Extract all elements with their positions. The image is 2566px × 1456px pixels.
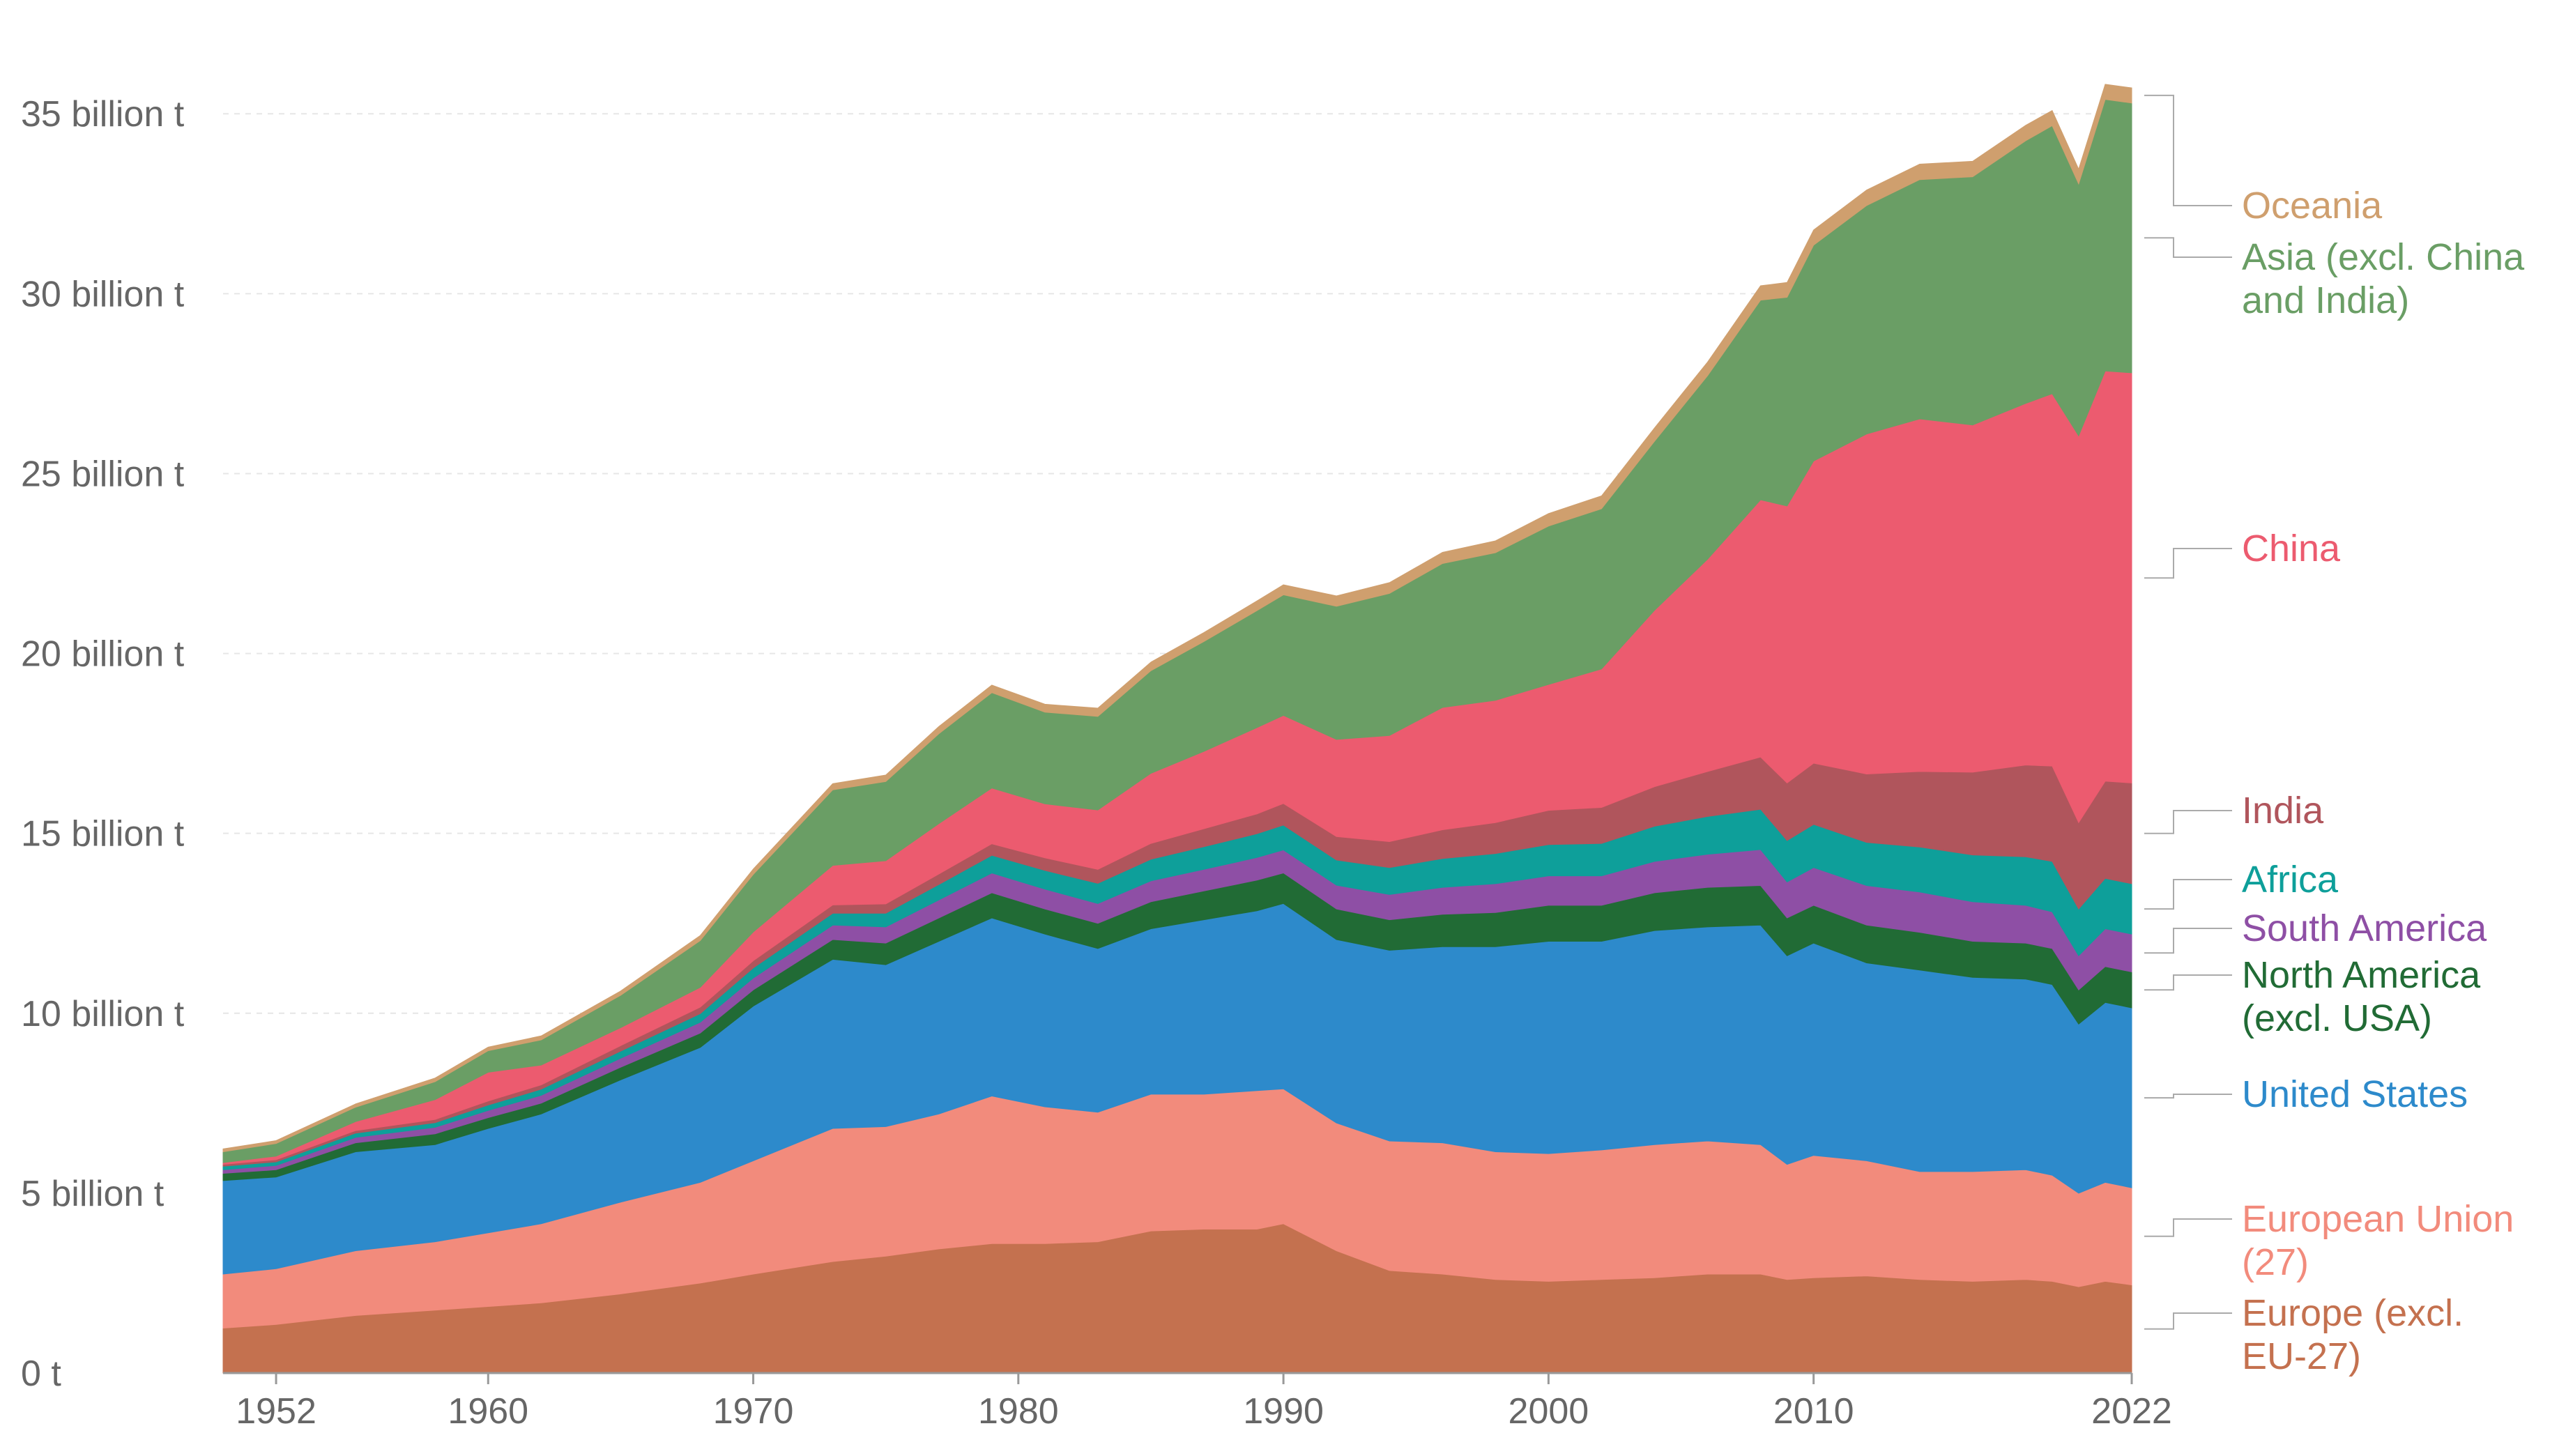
legend-label-line: Asia (excl. China: [2242, 236, 2525, 278]
legend-connector-india: [2144, 810, 2232, 834]
legend-label-united-states[interactable]: United States: [2242, 1073, 2468, 1115]
y-tick-label: 35 billion t: [21, 94, 185, 135]
legend-connector-united-states: [2144, 1094, 2232, 1099]
legend-label-line: India: [2242, 790, 2324, 832]
legend-connector-european-union-27: [2144, 1218, 2232, 1237]
legend-label-china[interactable]: China: [2242, 528, 2341, 569]
y-tick-label: 5 billion t: [21, 1174, 165, 1214]
legend-connector-china: [2144, 548, 2232, 579]
area-series-group: [222, 84, 2132, 1374]
legend-label-south-america[interactable]: South America: [2242, 907, 2487, 949]
legend-connector-oceania: [2144, 94, 2232, 206]
legend-label-line: EU-27): [2242, 1335, 2361, 1377]
legend-label-line: South America: [2242, 907, 2487, 949]
legend-label-line: (excl. USA): [2242, 997, 2432, 1039]
legend-label-asia-excl-china-and-india[interactable]: Asia (excl. China and India): [2242, 236, 2525, 321]
legend-label-oceania[interactable]: Oceania: [2242, 185, 2383, 227]
y-tick-label: 15 billion t: [21, 814, 185, 855]
y-tick-label: 30 billion t: [21, 274, 185, 314]
x-tick-label: 2022: [2091, 1391, 2172, 1432]
y-tick-label: 20 billion t: [21, 634, 185, 675]
legend-label-line: United States: [2242, 1073, 2468, 1115]
legend-label-line: (27): [2242, 1241, 2309, 1283]
x-tick-label: 2010: [1773, 1391, 1854, 1432]
legend-label-line: Africa: [2242, 859, 2339, 901]
x-axis: 1952 1960 1970 1980 1990 2000 2010 2022: [223, 1372, 2172, 1432]
legend-label-line: and India): [2242, 279, 2409, 321]
legend-label-north-america-excl-usa[interactable]: North America (excl. USA): [2242, 954, 2481, 1039]
legend: Europe (excl. EU-27) European Union (27) Uni…: [2144, 94, 2525, 1377]
x-tick-label: 1980: [978, 1391, 1059, 1432]
area-series-oceania[interactable]: [222, 84, 2132, 1153]
y-tick-label: 0 t: [21, 1354, 61, 1394]
y-tick-label: 25 billion t: [21, 454, 185, 494]
legend-label-european-union-27[interactable]: European Union (27): [2242, 1198, 2514, 1283]
y-axis: 0 t 5 billion t 10 billion t 15 billion t 20…: [21, 94, 185, 1394]
legend-label-europe-excl-eu-27[interactable]: Europe (excl. EU-27): [2242, 1292, 2464, 1377]
legend-connector-north-america-excl-usa: [2144, 974, 2232, 991]
legend-connector-africa: [2144, 879, 2232, 910]
x-tick-label: 1990: [1243, 1391, 1324, 1432]
x-tick-label: 1970: [713, 1391, 794, 1432]
x-tick-label: 1960: [448, 1391, 528, 1432]
legend-label-line: Europe (excl.: [2242, 1292, 2464, 1334]
legend-label-africa[interactable]: Africa: [2242, 859, 2339, 901]
legend-label-india[interactable]: India: [2242, 790, 2324, 832]
legend-connector-europe-excl-eu-27: [2144, 1312, 2232, 1330]
y-tick-label: 10 billion t: [21, 994, 185, 1034]
legend-connector-south-america: [2144, 928, 2232, 954]
x-tick-label: 1952: [236, 1391, 316, 1432]
legend-label-line: European Union: [2242, 1198, 2514, 1240]
legend-connector-asia-excl-china-and-india: [2144, 237, 2232, 258]
legend-label-line: North America: [2242, 954, 2481, 996]
legend-label-line: Oceania: [2242, 185, 2383, 227]
legend-label-line: China: [2242, 528, 2341, 569]
x-tick-label: 2000: [1509, 1391, 1589, 1432]
